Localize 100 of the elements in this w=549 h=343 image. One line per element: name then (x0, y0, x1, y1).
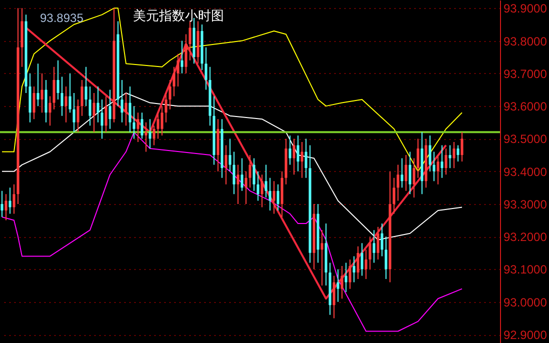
candlestick (256, 170, 260, 202)
y-tick-label: 93.2000 (504, 230, 548, 244)
candlestick (180, 40, 184, 74)
candlestick (128, 86, 132, 133)
candlestick (184, 34, 188, 74)
candlestick (384, 236, 388, 280)
candlestick (300, 141, 304, 178)
candlestick (140, 112, 144, 140)
candlestick (60, 76, 64, 116)
candlestick (288, 134, 292, 166)
candlestick (412, 158, 416, 198)
candlestick (416, 138, 420, 178)
line-series (25, 26, 447, 300)
candlestick (204, 46, 208, 90)
candlestick (44, 79, 48, 123)
y-tick-label: 93.9000 (504, 2, 548, 16)
candlestick (452, 141, 456, 169)
candlestick (36, 63, 40, 107)
candlestick (372, 230, 376, 264)
candlestick (260, 174, 264, 208)
candlestick (348, 258, 352, 290)
y-tick-label: 93.8000 (504, 34, 548, 48)
candlestick (232, 151, 236, 195)
candlestick (148, 118, 152, 149)
candlestick (364, 249, 368, 280)
candlestick (408, 151, 412, 195)
candlestick (244, 170, 248, 204)
candlestick (332, 275, 336, 319)
candlestick (172, 66, 176, 97)
candlestick (436, 154, 440, 185)
candlestick (432, 151, 436, 182)
candlestick (248, 154, 252, 188)
candlestick (396, 164, 400, 202)
candlestick (224, 144, 228, 185)
candlestick (160, 106, 164, 136)
candlestick (360, 242, 364, 276)
candlestick (340, 265, 344, 300)
candlestick (92, 92, 96, 133)
candlestick (8, 187, 12, 214)
candlestick (156, 112, 160, 140)
candlestick (176, 53, 180, 87)
candlestick (72, 92, 76, 133)
candlestick (124, 92, 128, 126)
candlestick (344, 262, 348, 293)
y-tick-label: 93.5000 (504, 132, 548, 146)
candlestick (0, 190, 4, 218)
candlestick (76, 99, 80, 133)
candlestick (152, 125, 156, 146)
candlestick (444, 148, 448, 176)
annotation: 93.8935 (40, 11, 84, 25)
candlestick (296, 134, 300, 172)
candlestick (84, 66, 88, 107)
y-tick-label: 93.4000 (504, 164, 548, 179)
candlestick (368, 236, 372, 270)
candlestick (100, 99, 104, 140)
candlestick (304, 138, 308, 178)
candlestick (448, 144, 452, 169)
candlestick (252, 158, 256, 192)
y-tick-label: 93.6000 (504, 100, 548, 114)
candlestick (380, 223, 384, 257)
y-tick-label: 92.9000 (504, 328, 548, 342)
text: 美元指数小时图 (133, 8, 224, 23)
candlestick (164, 92, 168, 123)
candlestick (276, 184, 280, 211)
candlestick (132, 106, 136, 140)
candlestick (12, 184, 16, 214)
candlestick (240, 158, 244, 192)
candlestick (48, 96, 52, 126)
candlestick (272, 180, 276, 214)
candlestick (4, 194, 8, 221)
candlestick (56, 60, 60, 100)
candlestick (108, 89, 112, 130)
line-series (2, 132, 462, 332)
y-tick-label: 93.7000 (504, 66, 548, 81)
candlestick (228, 138, 232, 172)
candlestick (336, 268, 340, 302)
candlestick (428, 134, 432, 172)
candlestick (236, 164, 240, 204)
candlestick (376, 226, 380, 260)
y-tick-label: 93.0000 (504, 295, 548, 310)
candlestick (120, 79, 124, 123)
candlestick (320, 230, 324, 286)
candlestick (88, 86, 92, 126)
y-tick-label: 93.1000 (504, 262, 548, 277)
candlestick (64, 86, 68, 123)
candlestick (32, 86, 36, 120)
candlestick (188, 20, 192, 61)
candlestick (392, 177, 396, 214)
candlestick (136, 112, 140, 142)
line-series (2, 8, 462, 172)
candlestick (168, 79, 172, 110)
candlestick (440, 144, 444, 178)
candlestick (356, 246, 360, 280)
candlestick (456, 144, 460, 162)
candlestick (96, 86, 100, 123)
candlestick (404, 154, 408, 192)
candlestick (80, 79, 84, 116)
candlestick (40, 72, 44, 114)
candlestick (52, 66, 56, 110)
candlestick (268, 177, 272, 211)
